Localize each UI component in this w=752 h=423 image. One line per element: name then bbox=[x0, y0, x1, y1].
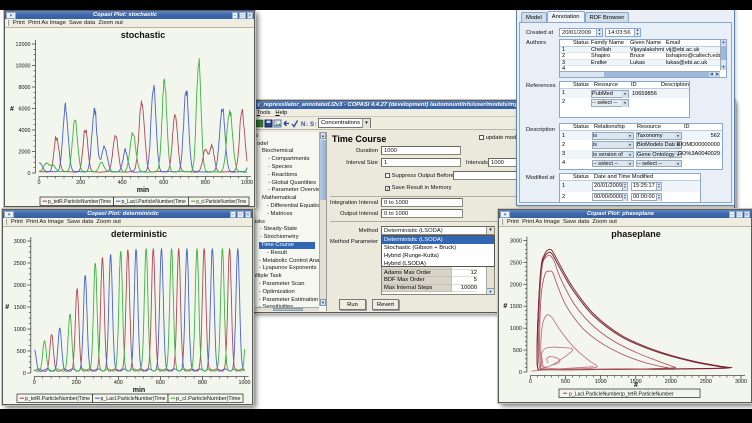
svg-text:p_cI.ParticleNumber|Time: p_cI.ParticleNumber|Time bbox=[176, 396, 241, 402]
svg-text:1000: 1000 bbox=[14, 327, 26, 333]
svg-text:2500: 2500 bbox=[14, 261, 26, 267]
svg-text:12000: 12000 bbox=[16, 42, 31, 48]
svg-text:0: 0 bbox=[28, 171, 31, 177]
svg-text:deterministic: deterministic bbox=[111, 229, 167, 239]
svg-text:N↓: N↓ bbox=[301, 122, 308, 128]
svg-text:p_LacI.ParticleNumber|p_tetR.P: p_LacI.ParticleNumber|p_tetR.ParticleNum… bbox=[569, 391, 674, 397]
svg-text:1000: 1000 bbox=[595, 379, 607, 385]
svg-text:8000: 8000 bbox=[19, 85, 31, 91]
svg-text:1500: 1500 bbox=[510, 304, 522, 310]
svg-text:phaseplane: phaseplane bbox=[611, 229, 661, 239]
svg-text:500: 500 bbox=[561, 379, 570, 385]
svg-text:p_LacI.ParticleNumber|Time: p_LacI.ParticleNumber|Time bbox=[122, 199, 187, 205]
svg-text:3000: 3000 bbox=[14, 239, 26, 245]
svg-text:0: 0 bbox=[519, 370, 522, 376]
svg-text:p_tetR.ParticleNumber|Time: p_tetR.ParticleNumber|Time bbox=[25, 396, 90, 402]
svg-text:1500: 1500 bbox=[630, 379, 642, 385]
svg-text:600: 600 bbox=[159, 180, 168, 186]
svg-text:0: 0 bbox=[33, 380, 36, 386]
svg-text:6000: 6000 bbox=[19, 107, 31, 113]
svg-text:3000: 3000 bbox=[735, 379, 747, 385]
svg-text:1000: 1000 bbox=[239, 380, 251, 386]
svg-text:2000: 2000 bbox=[14, 283, 26, 289]
svg-text:stochastic: stochastic bbox=[121, 30, 166, 40]
svg-text:0: 0 bbox=[38, 180, 41, 186]
svg-text:S↑: S↑ bbox=[310, 122, 317, 128]
svg-text:2000: 2000 bbox=[19, 150, 31, 156]
svg-text:p_LacI.ParticleNumber|Time: p_LacI.ParticleNumber|Time bbox=[101, 396, 166, 402]
svg-text:min: min bbox=[137, 187, 149, 194]
svg-text:200: 200 bbox=[72, 380, 81, 386]
svg-text:0: 0 bbox=[529, 379, 532, 385]
svg-text:2500: 2500 bbox=[700, 379, 712, 385]
svg-text:1000: 1000 bbox=[241, 180, 253, 186]
svg-text:#: # bbox=[10, 106, 14, 113]
svg-text:3000: 3000 bbox=[510, 239, 522, 245]
svg-text:2000: 2000 bbox=[510, 282, 522, 288]
svg-text:#: # bbox=[5, 304, 9, 311]
svg-text:500: 500 bbox=[17, 349, 26, 355]
svg-text:4000: 4000 bbox=[19, 128, 31, 134]
svg-text:400: 400 bbox=[114, 380, 123, 386]
svg-text:1000: 1000 bbox=[510, 326, 522, 332]
svg-text:#: # bbox=[503, 303, 507, 310]
svg-text:200: 200 bbox=[76, 180, 85, 186]
svg-text:800: 800 bbox=[201, 180, 210, 186]
svg-text:2000: 2000 bbox=[665, 379, 677, 385]
svg-text:min: min bbox=[133, 387, 145, 394]
svg-text:1500: 1500 bbox=[14, 305, 26, 311]
svg-text:10000: 10000 bbox=[16, 64, 31, 70]
svg-text:0: 0 bbox=[23, 371, 26, 377]
svg-text:p_tetR.ParticleNumber|Time: p_tetR.ParticleNumber|Time bbox=[48, 199, 111, 205]
svg-text:800: 800 bbox=[198, 380, 207, 386]
svg-text:400: 400 bbox=[118, 180, 127, 186]
svg-text:600: 600 bbox=[156, 380, 165, 386]
svg-text:500: 500 bbox=[513, 348, 522, 354]
svg-text:p_cI.ParticleNumber|Time: p_cI.ParticleNumber|Time bbox=[196, 199, 246, 205]
svg-text:#: # bbox=[634, 382, 638, 389]
svg-text:2500: 2500 bbox=[510, 260, 522, 266]
